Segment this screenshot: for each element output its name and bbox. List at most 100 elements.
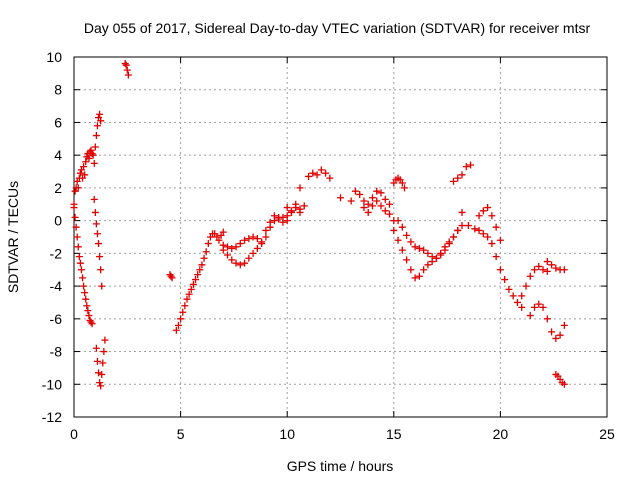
- data-point: [96, 110, 104, 118]
- data-point: [187, 285, 195, 293]
- data-point: [368, 194, 376, 202]
- data-point: [185, 290, 193, 298]
- data-point: [522, 282, 530, 290]
- chart-title: Day 055 of 2017, Sidereal Day-to-day VTE…: [84, 20, 591, 36]
- data-point: [99, 359, 107, 367]
- data-point: [394, 236, 402, 244]
- grid-lines: [74, 57, 607, 417]
- data-point: [560, 380, 568, 388]
- data-point: [420, 266, 428, 274]
- data-point: [204, 240, 212, 248]
- data-point: [449, 177, 457, 185]
- y-tick-label: 6: [54, 114, 62, 130]
- data-point: [236, 261, 244, 269]
- data-point: [309, 169, 317, 177]
- data-point: [377, 202, 385, 210]
- x-tick-label: 5: [177, 426, 185, 442]
- data-point: [224, 243, 232, 251]
- y-tick-label: -4: [50, 278, 63, 294]
- data-point: [467, 161, 475, 169]
- data-point: [200, 254, 208, 262]
- data-point: [458, 171, 466, 179]
- axis-ticks: 0 5 10 15 20 25 -12 -10 -8 -6 -4 -2 0 2 4 6 8 10: [42, 49, 615, 442]
- data-point: [368, 202, 376, 210]
- data-point: [300, 202, 308, 210]
- x-tick-label: 25: [599, 426, 615, 442]
- data-point: [296, 205, 304, 213]
- data-point: [403, 256, 411, 264]
- data-point: [492, 253, 500, 261]
- data-point: [484, 233, 492, 241]
- data-point: [411, 243, 419, 251]
- data-point: [232, 243, 240, 251]
- data-point: [95, 240, 103, 248]
- data-point: [92, 132, 100, 140]
- data-point: [552, 264, 560, 272]
- data-point: [351, 187, 359, 195]
- data-point: [76, 169, 84, 177]
- data-point: [97, 117, 105, 125]
- data-point: [87, 146, 95, 154]
- data-point: [198, 261, 206, 269]
- data-point: [236, 240, 244, 248]
- data-point: [531, 303, 539, 311]
- data-point: [100, 348, 108, 356]
- data-point: [437, 251, 445, 259]
- data-point: [121, 60, 129, 68]
- data-point: [228, 244, 236, 252]
- data-point: [93, 357, 101, 365]
- data-point: [266, 218, 274, 226]
- data-point: [224, 251, 232, 259]
- data-point: [552, 334, 560, 342]
- data-point: [96, 379, 104, 387]
- data-points: [70, 60, 568, 390]
- data-point: [543, 267, 551, 275]
- x-tick-label: 15: [386, 426, 402, 442]
- data-point: [92, 220, 100, 228]
- data-point: [400, 184, 408, 192]
- data-point: [70, 204, 78, 212]
- data-point: [458, 222, 466, 230]
- data-point: [449, 233, 457, 241]
- data-point: [420, 246, 428, 254]
- data-point: [91, 143, 99, 151]
- data-point: [172, 326, 180, 334]
- data-point: [283, 204, 291, 212]
- data-point: [85, 312, 93, 320]
- data-point: [390, 226, 398, 234]
- data-point: [89, 151, 97, 159]
- data-point: [377, 189, 385, 197]
- data-point: [253, 235, 261, 243]
- data-point: [90, 195, 98, 203]
- data-point: [124, 71, 132, 79]
- data-point: [518, 303, 526, 311]
- data-point: [445, 240, 453, 248]
- data-point: [95, 369, 103, 377]
- data-point: [462, 163, 470, 171]
- data-point: [543, 258, 551, 266]
- y-tick-label: -12: [42, 409, 62, 425]
- data-point: [219, 241, 227, 249]
- data-point: [488, 240, 496, 248]
- data-point: [177, 315, 185, 323]
- data-point: [80, 282, 88, 290]
- data-point: [189, 280, 197, 288]
- data-point: [179, 308, 187, 316]
- data-point: [484, 204, 492, 212]
- data-point: [305, 172, 313, 180]
- data-point: [192, 276, 200, 284]
- data-point: [381, 195, 389, 203]
- data-point: [241, 259, 249, 267]
- data-point: [85, 154, 93, 162]
- data-point: [373, 197, 381, 205]
- data-point: [292, 200, 300, 208]
- data-point: [228, 256, 236, 264]
- x-tick-label: 0: [70, 426, 78, 442]
- data-point: [458, 208, 466, 216]
- data-point: [509, 292, 517, 300]
- data-point: [258, 240, 266, 248]
- data-point: [262, 233, 270, 241]
- data-point: [475, 212, 483, 220]
- data-point: [360, 197, 368, 205]
